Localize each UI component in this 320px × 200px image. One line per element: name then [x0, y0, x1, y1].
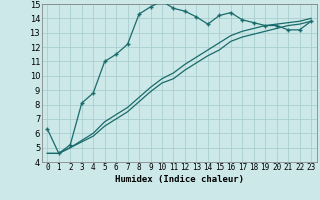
X-axis label: Humidex (Indice chaleur): Humidex (Indice chaleur)	[115, 175, 244, 184]
